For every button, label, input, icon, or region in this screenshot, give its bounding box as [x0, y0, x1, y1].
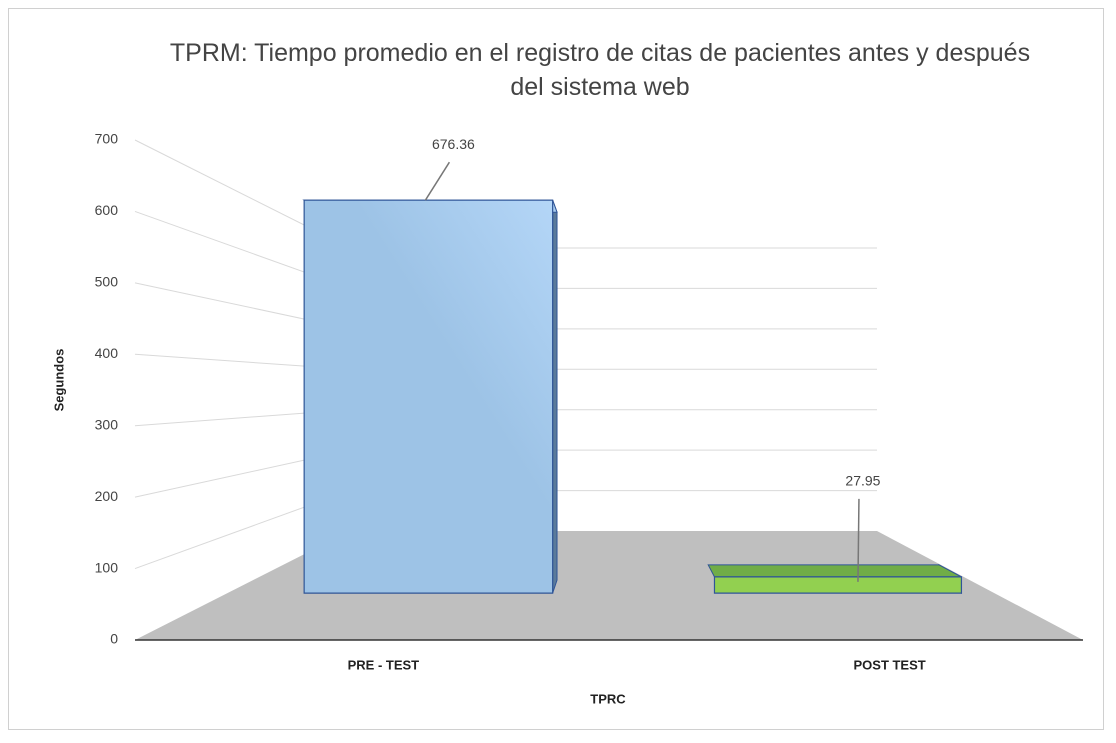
bar	[713, 576, 963, 594]
chart-frame	[8, 8, 1104, 730]
y-tick-label: 700	[95, 131, 119, 147]
chart-title: TPRM: Tiempo promedio en el registro de …	[169, 39, 1031, 101]
bar-side	[552, 200, 558, 594]
y-tick-label: 100	[95, 559, 119, 575]
x-tick-label: PRE - TEST	[348, 657, 420, 672]
x-axis-label: TPRC	[590, 691, 626, 706]
x-tick-label: POST TEST	[853, 657, 925, 672]
data-label: 27.95	[845, 473, 880, 489]
bar-top	[707, 564, 962, 578]
y-tick-label: 200	[95, 488, 119, 504]
leader-line	[424, 161, 451, 201]
leader-line	[857, 498, 860, 582]
data-label: 676.36	[432, 136, 475, 152]
y-axis-label: Segundos	[51, 349, 66, 412]
y-tick-label: 600	[95, 202, 119, 218]
bar	[303, 199, 554, 594]
y-tick-label: 500	[95, 274, 119, 290]
y-tick-label: 0	[110, 631, 118, 647]
y-tick-label: 400	[95, 345, 119, 361]
y-tick-label: 300	[95, 416, 119, 432]
